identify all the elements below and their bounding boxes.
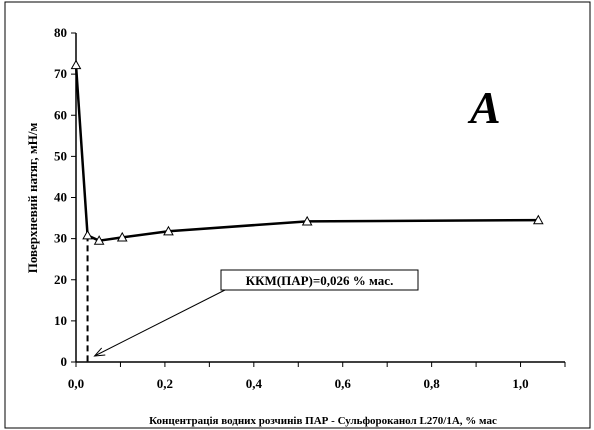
data-point <box>70 59 82 70</box>
y-tick-label: 20 <box>54 272 67 287</box>
annotation-arrowhead <box>93 347 106 357</box>
chart-frame <box>4 1 591 429</box>
x-axis-title: Концентрація водних розчинів ПАР - Сульф… <box>149 415 497 427</box>
y-tick-label: 60 <box>54 107 67 122</box>
y-tick-label: 50 <box>54 148 67 163</box>
data-point <box>532 214 544 225</box>
data-point <box>163 225 174 236</box>
data-point <box>116 231 128 242</box>
data-point <box>93 235 105 245</box>
annotation-arrow <box>94 289 226 357</box>
y-tick-label: 80 <box>54 25 67 40</box>
series-line <box>74 64 539 242</box>
x-tick-label: 0,8 <box>424 376 441 391</box>
x-tick-label: 0,2 <box>157 376 173 391</box>
x-tick-label: 1,0 <box>512 376 528 391</box>
y-tick-label: 0 <box>61 354 68 369</box>
y-tick-label: 10 <box>54 313 67 328</box>
x-tick-label: 0,6 <box>335 376 352 391</box>
data-point <box>82 229 93 240</box>
data-point <box>301 215 313 226</box>
annotation-text: ККМ(ПАР)=0,026 % мас. <box>246 273 394 288</box>
y-tick-label: 70 <box>54 66 67 81</box>
x-tick-label: 0,0 <box>68 376 84 391</box>
annotation-box <box>220 269 419 291</box>
y-tick-label: 40 <box>54 190 67 205</box>
y-axis-title: Поверхневий натяг, мН/м <box>25 123 40 274</box>
panel-letter: A <box>467 82 501 133</box>
x-tick-label: 0,4 <box>246 376 263 391</box>
y-tick-label: 30 <box>54 231 67 246</box>
